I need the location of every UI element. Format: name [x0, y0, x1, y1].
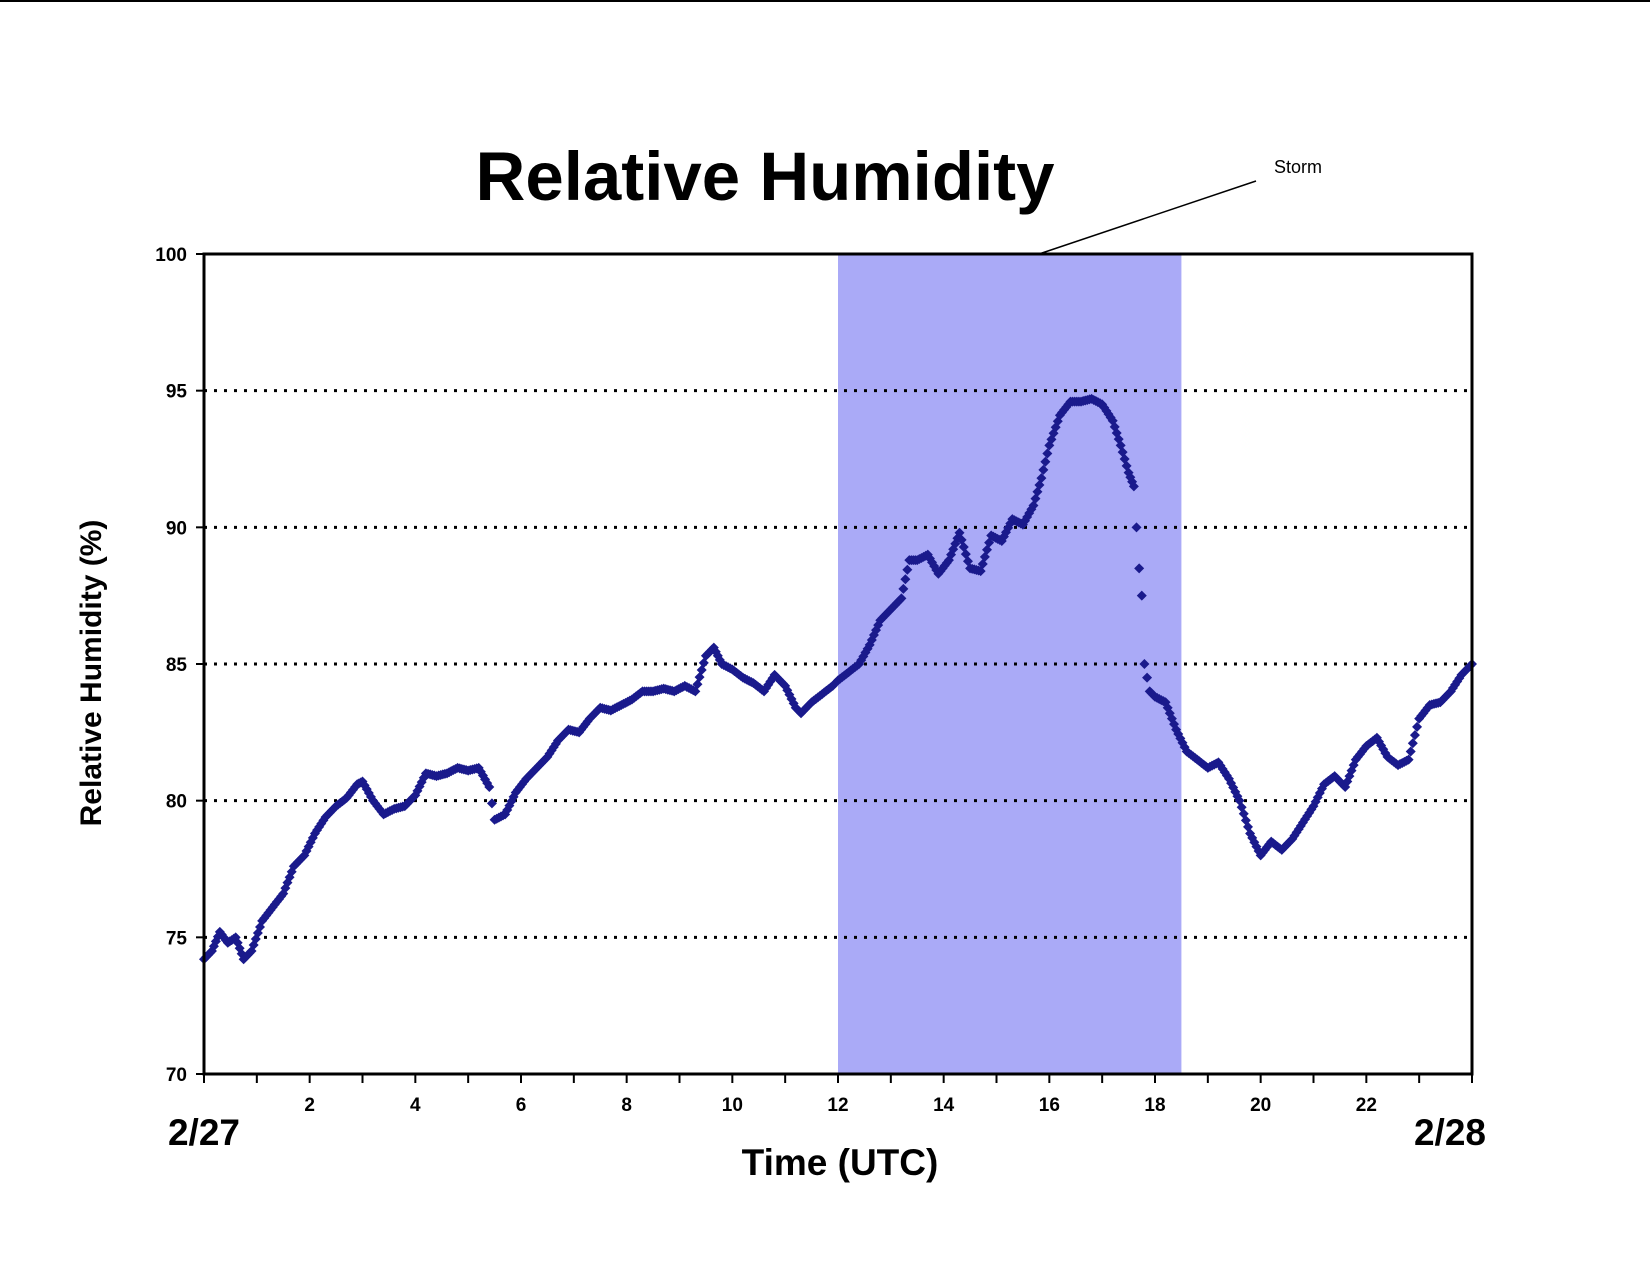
- data-point-marker: [1136, 590, 1147, 601]
- y-tick-label: 80: [166, 792, 187, 813]
- start-date-label: 2/27: [168, 1112, 240, 1153]
- x-axis-label: Time (UTC): [742, 1142, 939, 1183]
- data-point-marker: [902, 564, 913, 575]
- data-point-marker: [1134, 563, 1145, 574]
- data-point-marker: [1412, 721, 1423, 732]
- top-border-line: [0, 0, 1650, 2]
- data-point-marker: [1038, 464, 1049, 475]
- y-tick-label: 95: [166, 382, 188, 403]
- y-tick-label: 85: [166, 655, 188, 676]
- chart-title: Relative Humidity: [476, 138, 1055, 215]
- x-tick-label: 8: [621, 1095, 632, 1116]
- y-tick-label: 90: [166, 518, 187, 539]
- x-tick-label: 12: [827, 1095, 848, 1116]
- data-point-marker: [1142, 672, 1153, 683]
- data-point-marker: [1036, 473, 1047, 484]
- x-tick-label: 2: [304, 1095, 315, 1116]
- y-axis-label: Relative Humidity (%): [75, 520, 108, 827]
- x-tick-label: 14: [933, 1095, 955, 1116]
- data-point-marker: [484, 782, 495, 792]
- data-point-marker: [1131, 522, 1142, 533]
- storm-annotation-line: [1038, 180, 1257, 255]
- x-tick-label: 6: [516, 1095, 527, 1116]
- data-point-marker: [1139, 659, 1150, 669]
- data-point-marker: [1042, 448, 1053, 459]
- x-tick-label: 20: [1250, 1095, 1271, 1116]
- x-tick-label: 22: [1356, 1095, 1377, 1116]
- x-tick-label: 10: [722, 1095, 743, 1116]
- y-axis-ticks: 70 75 80 85 90 95 100: [155, 245, 204, 1086]
- data-point-marker: [898, 583, 909, 594]
- data-point-marker: [1405, 746, 1416, 757]
- data-point-marker: [1040, 456, 1051, 467]
- data-point-marker: [1407, 738, 1418, 749]
- x-tick-label: 4: [410, 1095, 421, 1116]
- x-axis-ticks: 2 4 6 8 10 12 14 16 18 20 22: [203, 1074, 1473, 1116]
- data-point-marker: [896, 593, 907, 604]
- storm-annotation-label: Storm: [1274, 157, 1322, 177]
- end-date-label: 2/28: [1414, 1112, 1486, 1153]
- horizontal-gridlines: [204, 389, 1472, 939]
- x-tick-label: 16: [1039, 1095, 1060, 1116]
- data-point-marker: [1128, 481, 1139, 492]
- data-point-marker: [1409, 730, 1420, 741]
- data-points: [199, 393, 1477, 965]
- data-point-marker: [900, 574, 911, 585]
- y-tick-label: 100: [155, 245, 187, 266]
- y-tick-label: 70: [166, 1065, 187, 1086]
- storm-highlight-region: [838, 254, 1182, 1074]
- data-point-marker: [486, 798, 497, 809]
- data-point-marker: [1403, 754, 1414, 765]
- y-tick-label: 75: [166, 928, 188, 949]
- x-tick-label: 18: [1144, 1095, 1165, 1116]
